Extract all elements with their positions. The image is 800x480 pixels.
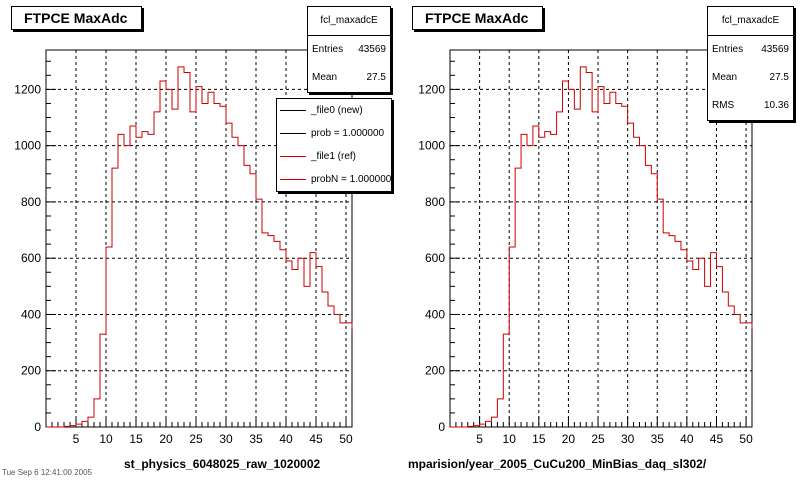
stats-label: Mean: [312, 72, 338, 83]
y-tick-label: 800: [21, 195, 41, 209]
x-tick-label: 20: [159, 432, 173, 446]
y-tick-label: 1000: [14, 139, 41, 153]
x-axis-label-left: st_physics_6048025_raw_1020002: [124, 457, 321, 471]
x-tick-label: 35: [651, 432, 665, 446]
legend-label: probN = 1.000000: [311, 174, 392, 185]
x-axis-label-right: mparision/year_2005_CuCu200_MinBias_daq_…: [408, 457, 707, 471]
legend-line-icon: [280, 133, 306, 134]
x-tick-label: 35: [249, 432, 263, 446]
stats-value: 10.36: [763, 100, 789, 111]
stats-name: fcl_maxadcE: [708, 7, 793, 36]
y-tick-label: 800: [425, 195, 445, 209]
legend-line-icon: [280, 179, 306, 180]
x-tick-label: 20: [562, 432, 576, 446]
y-tick-label: 200: [21, 364, 41, 378]
stats-box-right: fcl_maxadcE Entries 43569 Mean 27.5 RMS …: [707, 6, 794, 121]
x-tick-label: 45: [710, 432, 724, 446]
x-tick-label: 5: [476, 432, 483, 446]
legend-item-file1: _file1 (ref): [277, 145, 391, 168]
legend-box: _file0 (new) prob = 1.000000 _file1 (ref…: [276, 98, 392, 192]
x-tick-label: 5: [73, 432, 80, 446]
legend-label: _file1 (ref): [311, 151, 357, 162]
x-tick-label: 40: [279, 432, 293, 446]
legend-item-prob: prob = 1.000000: [277, 122, 391, 145]
stats-label: RMS: [712, 100, 735, 111]
histogram-series-line: [450, 66, 753, 428]
stats-row-mean: Mean 27.5: [308, 64, 390, 92]
x-tick-label: 30: [621, 432, 635, 446]
x-tick-label: 15: [129, 432, 143, 446]
stats-value: 43569: [358, 44, 386, 55]
x-tick-label: 40: [680, 432, 694, 446]
stats-row-rms: RMS 10.36: [708, 92, 793, 120]
y-tick-label: 600: [21, 251, 41, 265]
stats-value: 27.5: [366, 72, 386, 83]
x-tick-label: 25: [591, 432, 605, 446]
y-tick-label: 1200: [14, 82, 41, 96]
x-tick-label: 50: [339, 432, 353, 446]
legend-label: prob = 1.000000: [311, 128, 385, 139]
y-tick-label: 0: [34, 420, 41, 434]
stats-name: fcl_maxadcE: [308, 7, 390, 36]
x-tick-label: 15: [532, 432, 546, 446]
x-tick-label: 30: [219, 432, 233, 446]
legend-label: _file0 (new): [311, 105, 363, 116]
stats-value: 43569: [761, 44, 789, 55]
footer-timestamp: Tue Sep 6 12:41:00 2005: [2, 468, 92, 477]
legend-item-file0: _file0 (new): [277, 99, 391, 122]
stats-row-mean: Mean 27.5: [708, 64, 793, 92]
x-tick-label: 10: [503, 432, 517, 446]
y-tick-label: 400: [425, 307, 445, 321]
legend-item-probn: probN = 1.000000: [277, 168, 391, 191]
y-tick-label: 200: [425, 364, 445, 378]
y-tick-label: 1000: [418, 139, 445, 153]
histogram-title-right: FTPCE MaxAdc: [412, 6, 544, 30]
legend-line-icon: [280, 156, 306, 157]
y-tick-label: 1200: [418, 82, 445, 96]
stats-row-entries: Entries 43569: [708, 36, 793, 64]
histogram-series-line: [46, 66, 353, 428]
plot-frame: [449, 49, 753, 428]
stats-label: Entries: [712, 44, 744, 55]
stats-box-left: fcl_maxadcE Entries 43569 Mean 27.5: [307, 6, 391, 93]
histogram-title-left: FTPCE MaxAdc: [11, 6, 143, 30]
x-tick-label: 50: [739, 432, 753, 446]
stats-value: 27.5: [769, 72, 789, 83]
x-tick-label: 10: [99, 432, 113, 446]
stats-label: Entries: [312, 44, 344, 55]
y-tick-label: 600: [425, 251, 445, 265]
legend-line-icon: [280, 110, 306, 111]
stats-label: Mean: [712, 72, 738, 83]
x-tick-label: 45: [309, 432, 323, 446]
stats-row-entries: Entries 43569: [308, 36, 390, 64]
y-tick-label: 400: [21, 307, 41, 321]
x-tick-label: 25: [189, 432, 203, 446]
y-tick-label: 0: [438, 420, 445, 434]
